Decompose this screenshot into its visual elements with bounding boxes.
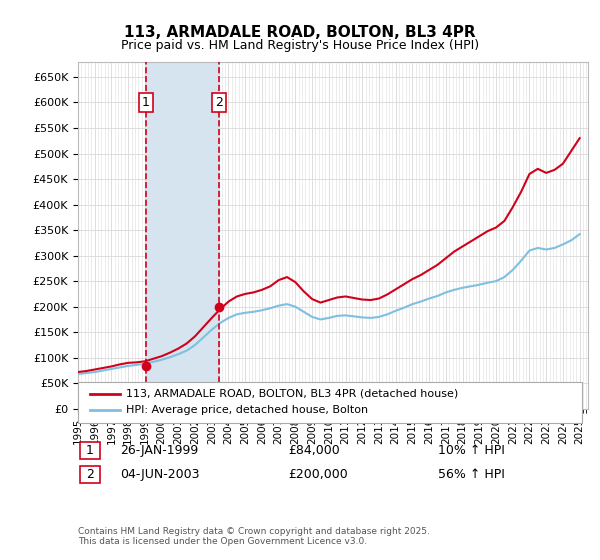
Text: 26-JAN-1999: 26-JAN-1999 (120, 444, 198, 458)
Text: 2: 2 (215, 96, 223, 109)
Text: 56% ↑ HPI: 56% ↑ HPI (438, 468, 505, 481)
Text: Price paid vs. HM Land Registry's House Price Index (HPI): Price paid vs. HM Land Registry's House … (121, 39, 479, 52)
Text: 10% ↑ HPI: 10% ↑ HPI (438, 444, 505, 458)
Text: 113, ARMADALE ROAD, BOLTON, BL3 4PR: 113, ARMADALE ROAD, BOLTON, BL3 4PR (124, 25, 476, 40)
Text: £200,000: £200,000 (288, 468, 348, 481)
Text: 1: 1 (142, 96, 150, 109)
Text: HPI: Average price, detached house, Bolton: HPI: Average price, detached house, Bolt… (126, 405, 368, 416)
Text: £84,000: £84,000 (288, 444, 340, 458)
Bar (146, 62, 219, 409)
Text: 113, ARMADALE ROAD, BOLTON, BL3 4PR (detached house): 113, ARMADALE ROAD, BOLTON, BL3 4PR (det… (126, 389, 458, 399)
Text: Contains HM Land Registry data © Crown copyright and database right 2025.
This d: Contains HM Land Registry data © Crown c… (78, 526, 430, 546)
Text: 1: 1 (86, 444, 94, 458)
Text: 04-JUN-2003: 04-JUN-2003 (120, 468, 199, 481)
Text: 2: 2 (86, 468, 94, 481)
